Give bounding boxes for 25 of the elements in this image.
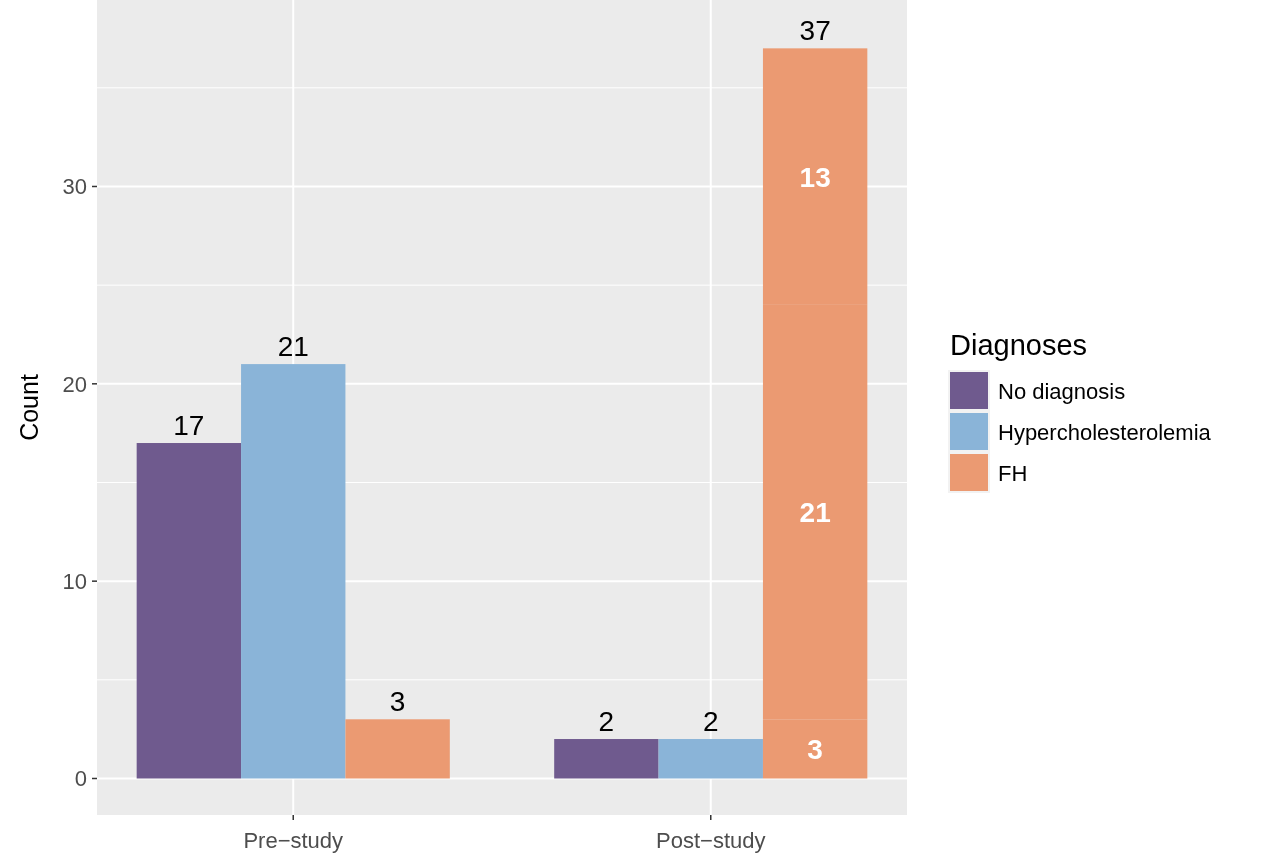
bar (136, 443, 242, 779)
legend-label: Hypercholesterolemia (998, 420, 1212, 445)
data-label: 13 (799, 161, 831, 193)
y-tick-label: 0 (74, 766, 87, 792)
bar (345, 719, 450, 779)
data-label: 2 (702, 706, 719, 738)
y-tick-label: 10 (62, 569, 87, 595)
bar (554, 739, 659, 779)
data-label: 3 (807, 733, 823, 765)
y-tick-label: 30 (62, 174, 87, 200)
total-label: 37 (799, 15, 831, 47)
data-label: 17 (173, 410, 205, 442)
data-label: 3 (389, 686, 406, 718)
data-label: 21 (277, 331, 309, 363)
y-axis-title: Count (15, 374, 43, 441)
bar (241, 364, 346, 779)
legend-label: No diagnosis (998, 379, 1126, 404)
legend-title: Diagnoses (950, 329, 1088, 361)
x-tick-label: Post−study (656, 828, 766, 853)
x-tick-label: Pre−study (243, 828, 344, 853)
data-label: 2 (598, 706, 615, 738)
bar (658, 739, 763, 779)
legend-label: FH (998, 461, 1028, 486)
y-tick-label: 20 (62, 371, 87, 397)
data-label: 21 (799, 497, 831, 529)
